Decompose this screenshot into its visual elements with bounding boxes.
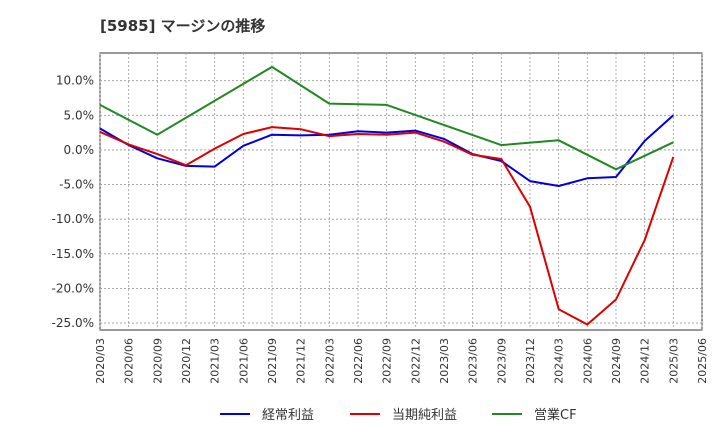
x-tick-label: 2023/06 — [467, 338, 480, 384]
chart-title: [5985] マージンの推移 — [100, 17, 265, 35]
x-tick-label: 2023/03 — [438, 338, 451, 384]
x-tick-label: 2023/09 — [495, 338, 508, 384]
y-tick-label: 10.0% — [56, 74, 94, 88]
x-tick-label: 2022/06 — [352, 338, 365, 384]
y-tick-label: -15.0% — [52, 247, 94, 261]
y-tick-label: -20.0% — [52, 281, 94, 295]
x-tick-label: 2025/06 — [696, 338, 709, 384]
y-tick-label: -5.0% — [59, 178, 94, 192]
x-tick-label: 2020/09 — [151, 338, 164, 384]
x-tick-label: 2020/12 — [180, 338, 193, 384]
x-tick-label: 2024/12 — [639, 338, 652, 384]
series-line-2 — [99, 126, 675, 326]
y-tick-label: 5.0% — [64, 108, 95, 122]
series-line-3 — [99, 65, 674, 171]
x-tick-label: 2022/09 — [381, 338, 394, 384]
x-tick-label: 2024/03 — [553, 338, 566, 384]
legend-label-1: 経常利益 — [262, 408, 314, 423]
x-tick-label: 2021/12 — [295, 338, 308, 384]
plot-area — [99, 52, 703, 331]
y-tick-label: -25.0% — [52, 316, 94, 330]
x-tick-label: 2021/03 — [209, 338, 222, 384]
y-tick-label: -10.0% — [52, 212, 94, 226]
x-tick-label: 2024/09 — [610, 338, 623, 384]
x-tick-label: 2020/06 — [123, 338, 136, 384]
x-tick-label: 2023/12 — [524, 338, 537, 384]
x-tick-label: 2020/03 — [94, 338, 107, 384]
x-tick-label: 2025/03 — [667, 338, 680, 384]
x-tick-label: 2024/06 — [581, 338, 594, 384]
series-line-1 — [99, 114, 674, 187]
x-tick-label: 2021/06 — [237, 338, 250, 384]
y-tick-label: 0.0% — [64, 143, 95, 157]
x-tick-label: 2021/09 — [266, 338, 279, 384]
x-tick-label: 2022/12 — [409, 338, 422, 384]
legend-label-3: 営業CF — [534, 407, 577, 423]
x-tick-label: 2022/03 — [323, 338, 336, 384]
legend-label-2: 当期純利益 — [392, 408, 457, 423]
